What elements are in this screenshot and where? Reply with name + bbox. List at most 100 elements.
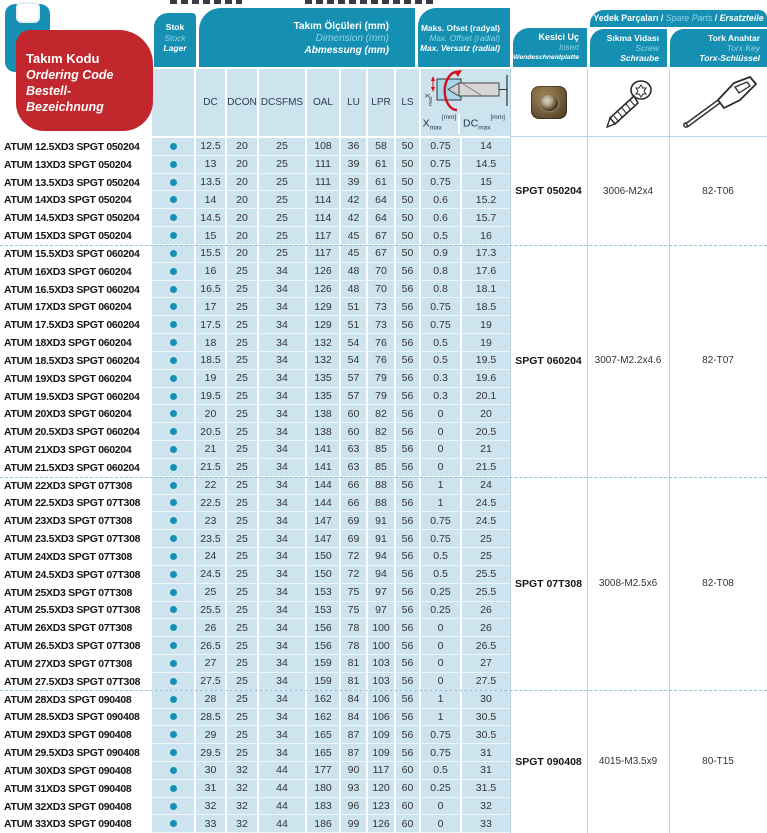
ordering-code-header: Takım Kodu Ordering Code Bestell-Bezeich… xyxy=(16,30,153,131)
stock-dot-icon xyxy=(169,374,177,382)
cell-lpr: 82 xyxy=(368,405,396,424)
group-separator xyxy=(0,476,767,478)
cell-dc: 16.5 xyxy=(196,280,227,299)
cell-dcmax: 19 xyxy=(462,316,510,335)
stock-header-en: Stock xyxy=(164,32,186,43)
column-header-ls: LS xyxy=(396,69,421,136)
cell-lu: 81 xyxy=(341,655,368,673)
cell-dcmax: 24 xyxy=(462,476,510,495)
cell-dc: 30 xyxy=(196,761,227,780)
insert-header-en: Insert xyxy=(558,42,579,52)
cell-xmax: 0.5 xyxy=(421,548,462,566)
stock-cell xyxy=(152,530,196,549)
tool-code-cell: ATUM 23XD3 SPGT 07T308 xyxy=(0,512,152,531)
svg-text:X: X xyxy=(425,93,432,98)
column-divider xyxy=(510,69,511,833)
tool-code-cell: ATUM 28XD3 SPGT 090408 xyxy=(0,690,152,709)
stock-cell xyxy=(152,672,196,691)
cell-dcsfms: 34 xyxy=(259,672,307,691)
stock-dot-icon xyxy=(169,659,177,667)
cell-oal: 129 xyxy=(307,316,341,335)
cell-dcsfms: 34 xyxy=(259,316,307,335)
cell-dcmax: 26.5 xyxy=(462,637,510,656)
cell-dcmax: 25.5 xyxy=(462,565,510,584)
cell-dcon: 32 xyxy=(227,797,259,816)
stock-dot-icon xyxy=(169,802,177,810)
cell-lu: 84 xyxy=(341,690,368,709)
cell-dcon: 25 xyxy=(227,405,259,424)
cell-dcsfms: 25 xyxy=(259,173,307,192)
cell-lpr: 106 xyxy=(368,690,396,709)
tool-code-cell: ATUM 18XD3 SPGT 060204 xyxy=(0,334,152,352)
stock-dot-icon xyxy=(169,428,177,436)
sub-header-band: DC DCON DCSFMS OAL LU LPR LS X max xyxy=(152,69,510,136)
cell-oal: 156 xyxy=(307,637,341,656)
spare-parts-sep: / xyxy=(712,13,720,23)
table-row: ATUM 24XD3 SPGT 07T308 24 25 34 150 72 94 56 0.5… xyxy=(0,548,510,566)
stock-dot-icon xyxy=(169,445,177,453)
cell-dc: 23.5 xyxy=(196,530,227,549)
cell-dc: 22.5 xyxy=(196,494,227,513)
stock-cell xyxy=(152,244,196,263)
stock-dot-icon xyxy=(169,214,177,222)
cell-dcsfms: 34 xyxy=(259,458,307,477)
cell-lu: 51 xyxy=(341,298,368,317)
cell-lu: 75 xyxy=(341,583,368,602)
stock-subheader-spacer xyxy=(152,69,196,136)
cell-lpr: 91 xyxy=(368,512,396,531)
stock-cell xyxy=(152,369,196,388)
cell-lpr: 73 xyxy=(368,298,396,317)
cell-ls: 56 xyxy=(396,619,421,638)
xmax-label: Xmax[mm] xyxy=(421,114,460,134)
stock-dot-icon xyxy=(169,535,177,543)
cell-xmax: 0.9 xyxy=(421,244,462,263)
cell-lu: 39 xyxy=(341,173,368,192)
cell-ls: 60 xyxy=(396,779,421,798)
stock-cell xyxy=(152,441,196,459)
cell-dc: 28.5 xyxy=(196,708,227,727)
cell-dcsfms: 34 xyxy=(259,351,307,370)
cell-dcmax: 15.2 xyxy=(462,191,510,210)
spare-parts-header: Yedek Parçaları / Spare Parts / Ersatzte… xyxy=(590,10,767,27)
cell-dcsfms: 34 xyxy=(259,744,307,762)
cell-lu: 63 xyxy=(341,458,368,477)
cell-lu: 51 xyxy=(341,316,368,335)
svg-text:max: max xyxy=(428,96,434,106)
stock-column-header: Stok Stock Lager xyxy=(154,13,196,67)
cell-dcsfms: 25 xyxy=(259,227,307,245)
table-row: ATUM 29.5XD3 SPGT 090408 29.5 25 34 165 87 109… xyxy=(0,744,510,762)
cell-dc: 17.5 xyxy=(196,316,227,335)
cell-dc: 33 xyxy=(196,815,227,833)
torx-header-tr: Tork Anahtar xyxy=(708,33,760,43)
cell-dcmax: 14 xyxy=(462,138,510,156)
cell-xmax: 0.3 xyxy=(421,369,462,388)
tool-code-cell: ATUM 25XD3 SPGT 07T308 xyxy=(0,583,152,602)
stock-cell xyxy=(152,637,196,656)
table-row: ATUM 21.5XD3 SPGT 060204 21.5 25 34 141 63 85 5… xyxy=(0,458,510,477)
stock-cell xyxy=(152,565,196,584)
cell-lpr: 64 xyxy=(368,191,396,210)
stock-cell xyxy=(152,316,196,335)
cell-lpr: 82 xyxy=(368,423,396,442)
stock-dot-icon xyxy=(169,356,177,364)
cell-dcon: 20 xyxy=(227,227,259,245)
screw-group-cell: 4015-M3.5x9 xyxy=(598,756,658,768)
cell-oal: 135 xyxy=(307,387,341,406)
table-row: ATUM 17XD3 SPGT 060204 17 25 34 129 51 73 56 0.7… xyxy=(0,298,510,317)
cell-dc: 26.5 xyxy=(196,637,227,656)
cell-oal: 117 xyxy=(307,227,341,245)
cell-ls: 56 xyxy=(396,316,421,335)
stock-dot-icon xyxy=(169,624,177,632)
cell-dcon: 25 xyxy=(227,423,259,442)
cell-xmax: 1 xyxy=(421,708,462,727)
cell-oal: 177 xyxy=(307,761,341,780)
cell-dc: 15.5 xyxy=(196,244,227,263)
cell-dcon: 20 xyxy=(227,173,259,192)
cell-dcsfms: 34 xyxy=(259,369,307,388)
cell-xmax: 0.75 xyxy=(421,744,462,762)
cell-oal: 141 xyxy=(307,441,341,459)
cell-lu: 60 xyxy=(341,405,368,424)
stock-cell xyxy=(152,726,196,745)
cell-dcon: 20 xyxy=(227,244,259,263)
cell-dcsfms: 34 xyxy=(259,387,307,406)
